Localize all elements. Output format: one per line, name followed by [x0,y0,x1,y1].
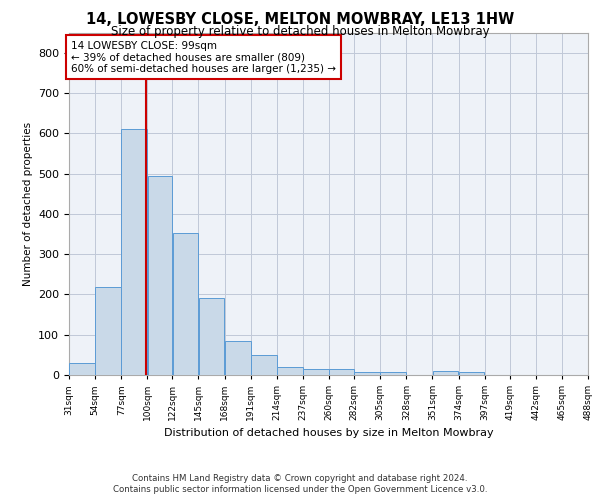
Bar [225,341,251,375]
Text: 14, LOWESBY CLOSE, MELTON MOWBRAY, LE13 1HW: 14, LOWESBY CLOSE, MELTON MOWBRAY, LE13 … [86,12,514,28]
Text: Contains HM Land Registry data © Crown copyright and database right 2024.
Contai: Contains HM Land Registry data © Crown c… [113,474,487,494]
Bar [251,355,277,375]
Text: Distribution of detached houses by size in Melton Mowbray: Distribution of detached houses by size … [164,428,494,438]
Bar [354,372,380,375]
Bar [433,371,458,375]
Bar [173,233,198,375]
Bar [329,369,354,375]
Text: 14 LOWESBY CLOSE: 99sqm
← 39% of detached houses are smaller (809)
60% of semi-d: 14 LOWESBY CLOSE: 99sqm ← 39% of detache… [71,40,336,74]
Bar [277,367,303,375]
Bar [121,129,147,375]
Bar [69,363,95,375]
Bar [303,368,329,375]
Bar [95,287,121,375]
Bar [199,298,224,375]
Bar [148,176,172,375]
Text: Size of property relative to detached houses in Melton Mowbray: Size of property relative to detached ho… [110,25,490,38]
Y-axis label: Number of detached properties: Number of detached properties [23,122,32,286]
Bar [380,372,406,375]
Bar [459,372,484,375]
